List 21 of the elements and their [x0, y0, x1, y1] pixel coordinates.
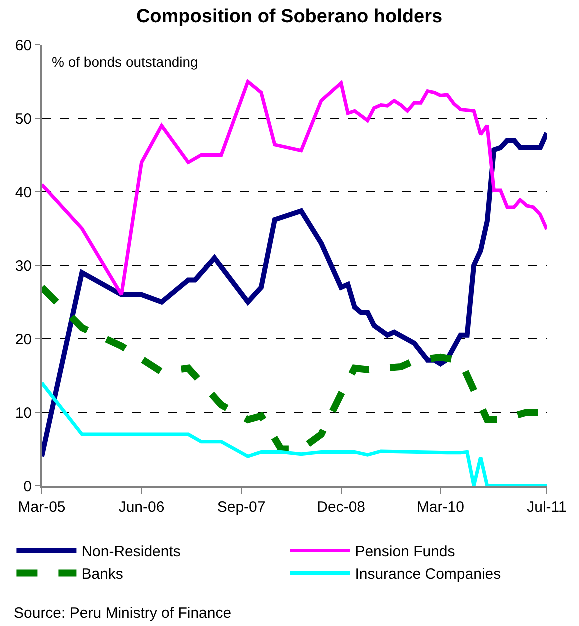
legend-label: Insurance Companies	[355, 566, 502, 584]
y-tick-label: 60	[15, 37, 32, 54]
x-tick-label: Dec-08	[317, 499, 366, 516]
legend-label: Non-Residents	[82, 544, 181, 561]
legend-label: Banks	[82, 566, 124, 584]
x-tick-label: Jul-11	[527, 499, 567, 516]
x-tick-label: Mar-05	[18, 499, 66, 516]
y-tick-label: 20	[15, 331, 32, 348]
annotation: % of bonds outstanding	[52, 54, 198, 70]
chart-title: Composition of Soberano holders	[136, 6, 443, 28]
x-tick-label: Sep-07	[217, 499, 266, 516]
y-tick-label: 30	[15, 258, 32, 275]
line-series	[42, 80, 547, 297]
y-tick-label: 0	[24, 478, 32, 496]
y-tick-label: 50	[15, 110, 32, 128]
legend-label: Pension Funds	[355, 544, 456, 561]
source-note: Source: Peru Ministry of Finance	[14, 605, 232, 622]
y-tick-label: 10	[15, 404, 32, 422]
x-tick-label: Jun-06	[118, 499, 165, 516]
y-tick-label: 40	[15, 184, 32, 202]
x-tick-label: Mar-10	[416, 499, 464, 516]
